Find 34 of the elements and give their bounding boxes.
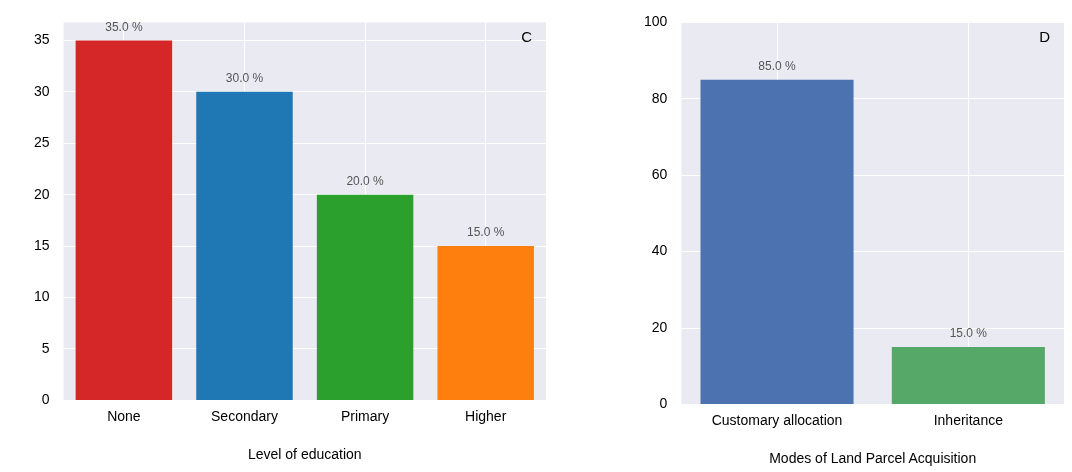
y-tick-label: 60 (651, 166, 668, 183)
y-tick-label: 20 (651, 318, 668, 335)
x-tick-label: Inheritance (933, 411, 1004, 428)
x-axis-title: Modes of Land Parcel Acquisition (769, 450, 977, 467)
y-tick-label: 0 (659, 395, 668, 412)
data-label: 15.0 % (467, 225, 505, 240)
bar (75, 40, 173, 400)
y-tick-label: 15 (33, 236, 50, 253)
bar (196, 91, 293, 400)
annotation: D (1039, 28, 1051, 46)
x-tick-label: Primary (340, 407, 390, 424)
x-tick-label: None (107, 407, 141, 424)
data-label: 30.0 % (225, 71, 264, 86)
y-tick-label: 35 (33, 31, 50, 48)
x-tick-label: Higher (465, 407, 507, 424)
y-tick-label: 80 (651, 89, 668, 106)
y-tick-label: 10 (33, 288, 50, 305)
x-tick-label: Customary allocation (711, 411, 843, 428)
y-tick-label: 0 (41, 391, 50, 408)
x-axis-title: Level of education (247, 446, 362, 463)
y-tick-label: 40 (651, 242, 668, 259)
y-tick-label: 100 (644, 13, 668, 30)
bar (316, 194, 414, 400)
data-label: 15.0 % (949, 326, 988, 341)
bar (437, 246, 534, 400)
y-tick-label: 20 (33, 185, 50, 202)
y-tick-label: 25 (33, 134, 50, 151)
data-label: 20.0 % (346, 174, 385, 188)
data-label: 85.0 % (758, 59, 797, 74)
y-tick-label: 30 (33, 82, 50, 99)
data-label: 35.0 % (105, 19, 143, 34)
y-tick-label: 5 (41, 339, 50, 356)
x-tick-label: Secondary (211, 407, 278, 424)
annotation: C (521, 28, 533, 46)
